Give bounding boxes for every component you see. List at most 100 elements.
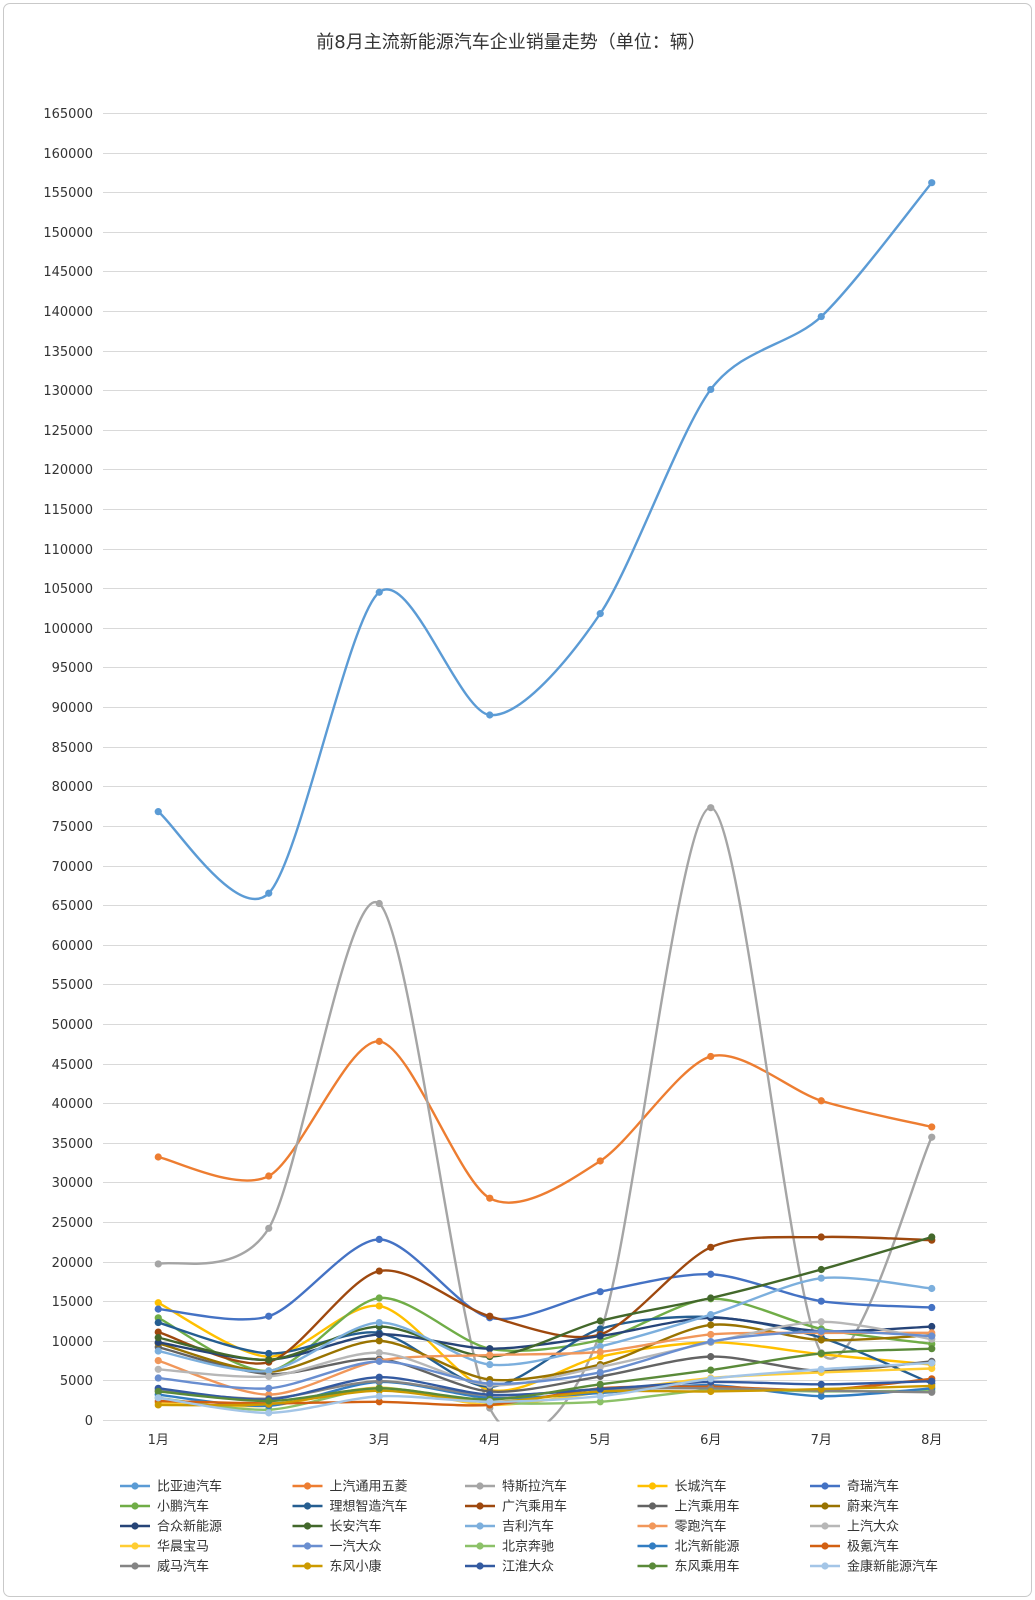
legend-marker [821, 1502, 829, 1510]
data-point [375, 1037, 383, 1045]
legend-label: 北汽新能源 [675, 1539, 740, 1555]
data-point [928, 1322, 936, 1331]
data-point [154, 1305, 162, 1313]
y-tick-label: 5000 [60, 1374, 93, 1389]
series-line [157, 1347, 933, 1403]
data-point [928, 1345, 936, 1353]
data-point [707, 1366, 715, 1374]
data-point [375, 1357, 383, 1365]
data-point [265, 1172, 273, 1180]
y-tick-label: 160000 [43, 147, 93, 162]
y-tick-label: 100000 [43, 622, 93, 637]
data-point [928, 1303, 936, 1312]
x-tick-label: 2月 [258, 1433, 279, 1448]
data-point [154, 1299, 162, 1307]
series-line [157, 1384, 933, 1407]
legend-item: 华晨宝马 [120, 1540, 209, 1555]
legend-item: 特斯拉汽车 [465, 1479, 567, 1495]
series-1 [154, 179, 936, 901]
y-tick-label: 110000 [43, 543, 93, 558]
legend-label: 蔚来汽车 [847, 1499, 899, 1515]
legend-item: 广汽乘用车 [465, 1499, 567, 1515]
data-point [265, 1349, 273, 1358]
data-point [817, 1392, 825, 1400]
data-point [817, 1097, 825, 1105]
data-point [265, 1372, 273, 1381]
series-24 [154, 1345, 936, 1405]
data-point [817, 1297, 825, 1305]
data-point [265, 1312, 273, 1320]
y-tick-label: 135000 [43, 345, 93, 360]
data-point [154, 1387, 162, 1396]
legend-marker [131, 1542, 139, 1550]
legend-label: 北京奔驰 [502, 1540, 554, 1555]
data-point [486, 1360, 494, 1369]
series-15 [154, 1318, 936, 1389]
legend-marker [303, 1522, 312, 1530]
data-point [154, 808, 162, 816]
y-axis-tick-labels: 0 5000 10000 15000 20000 25000 30000 35000 40000… [43, 107, 93, 1429]
data-point [817, 1318, 825, 1326]
legend-marker [303, 1502, 312, 1510]
x-tick-label: 8月 [921, 1433, 942, 1448]
legend-item: 北汽新能源 [637, 1539, 740, 1555]
legend-label: 东风乘用车 [675, 1559, 740, 1575]
x-tick-label: 7月 [811, 1433, 832, 1448]
data-point [265, 1397, 273, 1405]
y-tick-label: 145000 [43, 265, 93, 280]
data-point [928, 1388, 936, 1396]
series-line [157, 1238, 933, 1321]
y-tick-label: 95000 [52, 661, 93, 676]
series-13 [154, 1274, 936, 1375]
data-point [596, 1325, 604, 1333]
data-point [817, 1365, 825, 1373]
legend-label: 特斯拉汽车 [502, 1479, 567, 1495]
y-tick-label: 75000 [52, 820, 93, 835]
data-point [486, 1312, 494, 1320]
legend-item: 上汽通用五菱 [292, 1480, 408, 1495]
data-point [596, 610, 604, 618]
data-point [928, 1284, 936, 1293]
series-2 [154, 1037, 936, 1204]
y-tick-label: 25000 [52, 1216, 93, 1231]
legend-marker [131, 1522, 139, 1530]
legend-marker [303, 1482, 312, 1490]
y-tick-label: 30000 [52, 1176, 93, 1191]
legend-item: 理想智造汽车 [292, 1499, 408, 1515]
data-point [928, 1377, 936, 1385]
y-tick-label: 80000 [52, 780, 93, 795]
y-tick-label: 125000 [43, 424, 93, 439]
legend-marker [821, 1482, 829, 1490]
data-point [928, 1332, 936, 1340]
data-point [596, 1363, 604, 1371]
data-point [375, 1318, 383, 1327]
data-point [375, 1384, 383, 1392]
legend-item: 北京奔驰 [465, 1540, 554, 1555]
data-point [154, 1328, 162, 1336]
data-point [707, 1375, 715, 1383]
data-point [707, 1311, 715, 1319]
data-point [707, 804, 715, 812]
data-point [486, 1345, 494, 1353]
series-line [157, 1330, 933, 1390]
data-point [154, 1394, 162, 1402]
legend-marker [648, 1562, 657, 1570]
y-tick-label: 50000 [52, 1018, 93, 1033]
series-5 [154, 1235, 936, 1322]
legend-item: 长安汽车 [292, 1519, 382, 1535]
data-point [486, 1379, 494, 1388]
data-point [928, 1364, 936, 1373]
y-tick-label: 140000 [43, 305, 93, 320]
data-point [265, 1367, 273, 1375]
data-point [486, 1194, 494, 1202]
data-point [375, 899, 383, 908]
y-tick-label: 120000 [43, 463, 93, 478]
legend-marker [131, 1562, 139, 1570]
y-tick-label: 35000 [52, 1137, 93, 1152]
legend-item: 吉利汽车 [465, 1519, 554, 1535]
data-point [154, 1260, 162, 1268]
data-point [265, 1384, 273, 1392]
data-point [596, 1288, 604, 1296]
y-tick-label: 70000 [52, 860, 93, 875]
legend-label: 小鹏汽车 [157, 1499, 209, 1515]
